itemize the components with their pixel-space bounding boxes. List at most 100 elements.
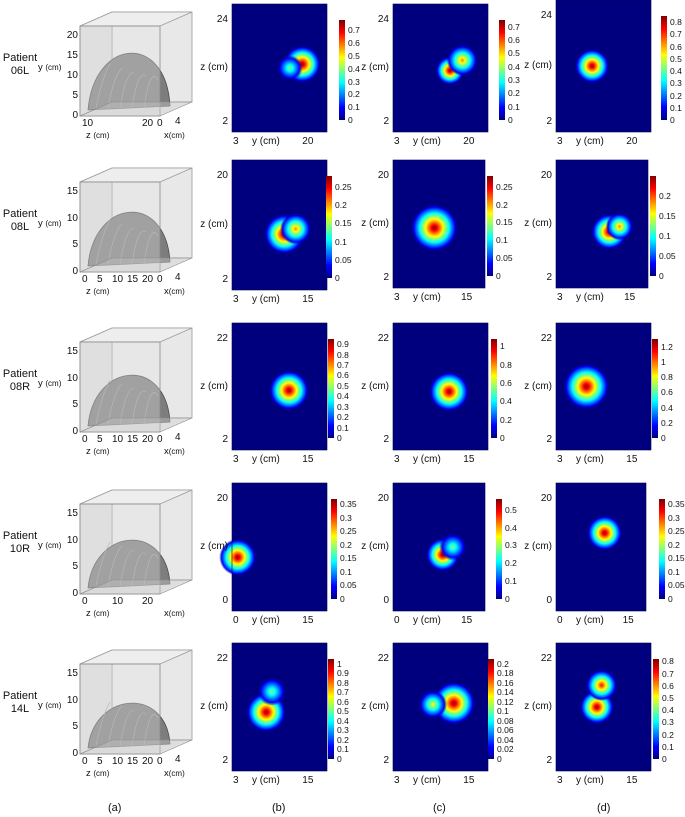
geometry-z-axis-label: z (cm) [86,768,109,779]
colorbar-tick: 0.7 [337,687,349,698]
geometry-z-axis-label: z (cm) [86,446,109,457]
colorbar-tick: 0.3 [668,512,680,523]
z-tick-top: 22 [377,333,389,344]
colorbar-tick: 0.8 [337,349,349,360]
colorbar-tick: 0.5 [662,693,674,704]
patient-label-line: 14L [10,703,30,715]
colorbar-tick: 0 [659,271,664,281]
z-tick-top: 22 [216,653,228,664]
colorbar-tick: 0.7 [348,25,360,36]
colorbar-tick: 0.8 [662,656,674,667]
y-axis-label: y (cm) [413,136,441,147]
colorbar-tick: 0.4 [508,61,520,72]
colorbar-gradient [328,659,334,759]
box-bottom-face [79,739,193,755]
colorbar-tick: 0 [340,594,345,604]
geometry-y-tick: 15 [66,186,78,197]
axis-unit: (cm) [168,609,185,618]
hotspot [279,213,312,245]
colorbar-tick: 0.12 [497,696,514,707]
geometry-z-tick: 20 [142,118,154,129]
hotspot [418,690,448,719]
sar-heatmap [231,322,328,451]
y-tick-left: 3 [557,292,563,303]
colorbar-tick: 0.05 [496,253,513,264]
colorbar [487,176,493,276]
axis-unit: (cm) [45,219,62,228]
colorbar [652,339,658,438]
geometry-y-tick: 10 [66,70,78,81]
colorbar-tick: 0.1 [335,236,347,247]
colorbar-tick: 0.6 [508,35,520,45]
colorbar-tick: 0.2 [662,729,674,740]
z-tick-top: 22 [216,333,228,344]
sar-heatmap [555,482,647,612]
breast-surface [87,539,171,589]
heatmap-frame [231,642,328,772]
z-tick-bottom: 2 [383,755,389,766]
colorbar-tick: 0.5 [337,706,349,717]
axis-unit: (cm) [168,287,185,296]
colorbar-tick: 0.06 [497,725,514,736]
breast-geometry-3d [79,489,193,595]
z-tick-bottom: 2 [383,116,389,127]
colorbar-tick: 1 [500,341,505,352]
axis-symbol: z [86,130,94,141]
y-axis-label: y (cm) [413,615,441,626]
y-tick-right: 15 [626,454,638,465]
axis-symbol: y [38,218,46,229]
colorbar-tick: 0.05 [340,580,357,591]
geometry-y-tick: 15 [66,508,78,519]
colorbar-tick: 0 [505,594,510,604]
y-axis-label: y (cm) [576,615,604,626]
geometry-z-tick: 20 [142,274,154,285]
geometry-x-tick: 0 [157,274,163,285]
geometry-z-tick: 10 [82,118,94,129]
colorbar-tick: 0.3 [340,512,352,523]
colorbar-tick: 0.8 [337,677,349,688]
fibroglandular-texture [95,379,111,425]
geometry-y-axis-label: y (cm) [38,540,61,551]
y-axis-label: y (cm) [576,136,604,147]
geometry-y-tick: 0 [72,426,78,437]
colorbar-tick: 0.8 [661,372,673,383]
colorbar-tick: 1.2 [661,341,673,352]
colorbar-gradient [487,176,493,276]
box-bottom-face [79,579,193,595]
fibroglandular-texture [107,67,123,109]
colorbar-tick: 0.2 [335,200,347,211]
colorbar-tick: 0 [668,594,673,604]
colorbar-tick: 0.3 [337,401,349,412]
y-tick-right: 20 [463,136,475,147]
hotspot [429,371,469,412]
z-tick-bottom: 0 [546,595,552,606]
fibroglandular-texture [143,714,159,747]
z-axis-label: z (cm) [200,219,228,230]
heatmap-frame [392,322,489,451]
geometry-z-tick: 15 [127,756,139,767]
colorbar-gradient [650,176,656,276]
colorbar-tick: 0.25 [496,181,513,192]
hotspot [269,370,309,411]
colorbar [661,16,667,120]
axis-unit: (cm) [93,609,110,618]
axis-symbol: z [86,286,94,297]
geometry-y-tick: 10 [66,372,78,384]
z-axis-label: z (cm) [361,380,389,392]
colorbar-tick: 0.1 [662,741,674,752]
geometry-z-axis-label: z (cm) [86,130,109,141]
colorbar [659,499,665,599]
y-tick-right: 15 [302,294,314,305]
colorbar-tick: 0.8 [670,17,682,28]
fibroglandular-texture [107,223,123,265]
breast-geometry-3d [79,327,193,433]
y-tick-left: 3 [557,454,563,465]
z-axis-label: z (cm) [361,541,389,552]
y-tick-left: 0 [557,615,563,626]
colorbar-gradient [496,499,502,599]
colorbar-tick: 0.2 [337,734,349,745]
y-tick-left: 3 [557,136,563,147]
axis-symbol: x [164,446,169,457]
colorbar-tick: 0.4 [337,715,349,726]
colorbar-tick: 0.4 [662,705,674,716]
